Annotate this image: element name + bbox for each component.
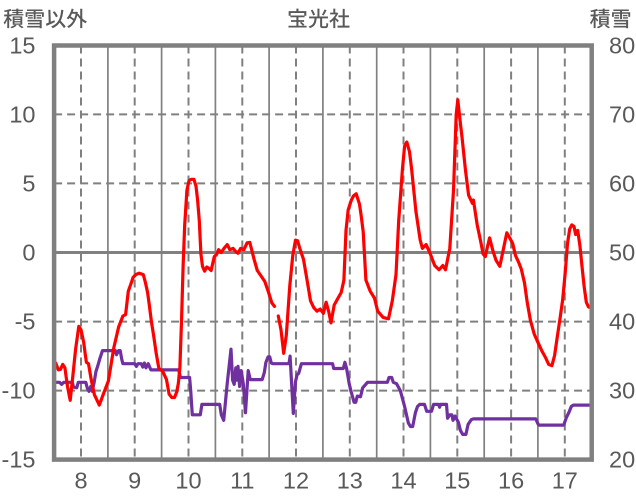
svg-text:15: 15 [9, 32, 35, 58]
svg-text:30: 30 [609, 378, 635, 404]
svg-text:12: 12 [283, 468, 309, 494]
svg-text:10: 10 [175, 468, 201, 494]
svg-text:10: 10 [9, 101, 35, 127]
svg-text:9: 9 [128, 468, 141, 494]
svg-text:11: 11 [230, 468, 254, 494]
svg-text:15: 15 [444, 468, 470, 494]
svg-text:60: 60 [609, 170, 635, 196]
svg-text:70: 70 [609, 101, 635, 127]
svg-text:-15: -15 [2, 447, 36, 473]
svg-text:0: 0 [22, 240, 35, 266]
svg-text:13: 13 [337, 468, 363, 494]
svg-text:20: 20 [609, 447, 635, 473]
svg-text:40: 40 [609, 309, 635, 335]
svg-text:-10: -10 [2, 378, 36, 404]
svg-text:5: 5 [22, 170, 35, 196]
svg-text:14: 14 [390, 468, 416, 494]
svg-text:50: 50 [609, 240, 635, 266]
svg-text:17: 17 [552, 468, 578, 494]
svg-text:80: 80 [609, 32, 635, 58]
svg-text:8: 8 [74, 468, 87, 494]
svg-text:16: 16 [498, 468, 524, 494]
svg-text:-5: -5 [15, 309, 36, 335]
